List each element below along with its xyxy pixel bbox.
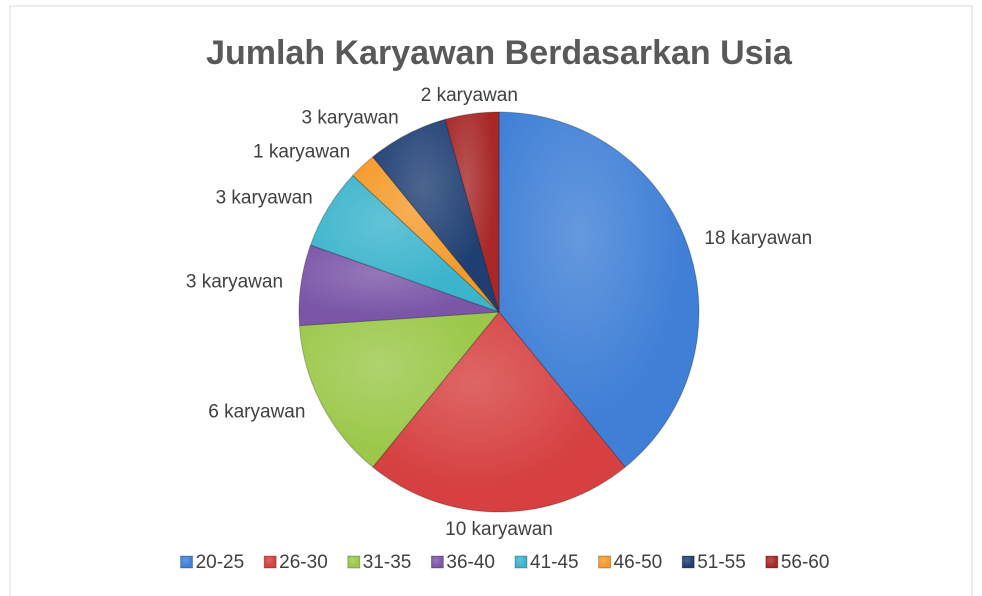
legend-swatch xyxy=(347,555,361,569)
legend-label: 20-25 xyxy=(196,552,245,573)
pie-slice xyxy=(298,244,500,327)
pie-slice xyxy=(498,111,700,468)
data-label: 10 karyawan xyxy=(445,519,553,540)
data-label: 6 karyawan xyxy=(208,401,305,422)
pie-slice xyxy=(298,311,501,468)
data-label: 2 karyawan xyxy=(421,85,518,106)
legend-swatch xyxy=(180,555,194,569)
data-label: 3 karyawan xyxy=(216,188,313,209)
legend-label: 36-40 xyxy=(446,552,495,573)
legend-label: 56-60 xyxy=(781,552,830,573)
legend-label: 41-45 xyxy=(530,552,579,573)
legend-label: 31-35 xyxy=(363,552,412,573)
legend-swatch xyxy=(514,555,528,569)
legend-swatch xyxy=(263,555,277,569)
legend: 20-25 26-30 31-35 36-40 41-45 46-50 51-55 56-60 xyxy=(180,552,830,573)
legend-swatch xyxy=(765,555,779,569)
legend-label: 51-55 xyxy=(697,552,746,573)
pie-slice xyxy=(444,111,500,313)
chart-frame xyxy=(9,5,973,596)
chart-title: Jumlah Karyawan Berdasarkan Usia xyxy=(206,34,793,72)
data-label: 3 karyawan xyxy=(302,107,399,128)
legend-swatch xyxy=(681,555,695,569)
data-label: 3 karyawan xyxy=(186,271,283,292)
legend-swatch xyxy=(598,555,612,569)
pie-slice xyxy=(372,118,500,313)
data-label: 1 karyawan xyxy=(253,142,350,163)
legend-label: 26-30 xyxy=(279,552,328,573)
legend-swatch xyxy=(430,555,444,569)
pie-slice xyxy=(372,311,626,513)
pie-slice xyxy=(352,156,500,313)
data-label: 18 karyawan xyxy=(704,228,812,249)
pie-slice xyxy=(309,174,500,313)
legend-label: 46-50 xyxy=(614,552,663,573)
